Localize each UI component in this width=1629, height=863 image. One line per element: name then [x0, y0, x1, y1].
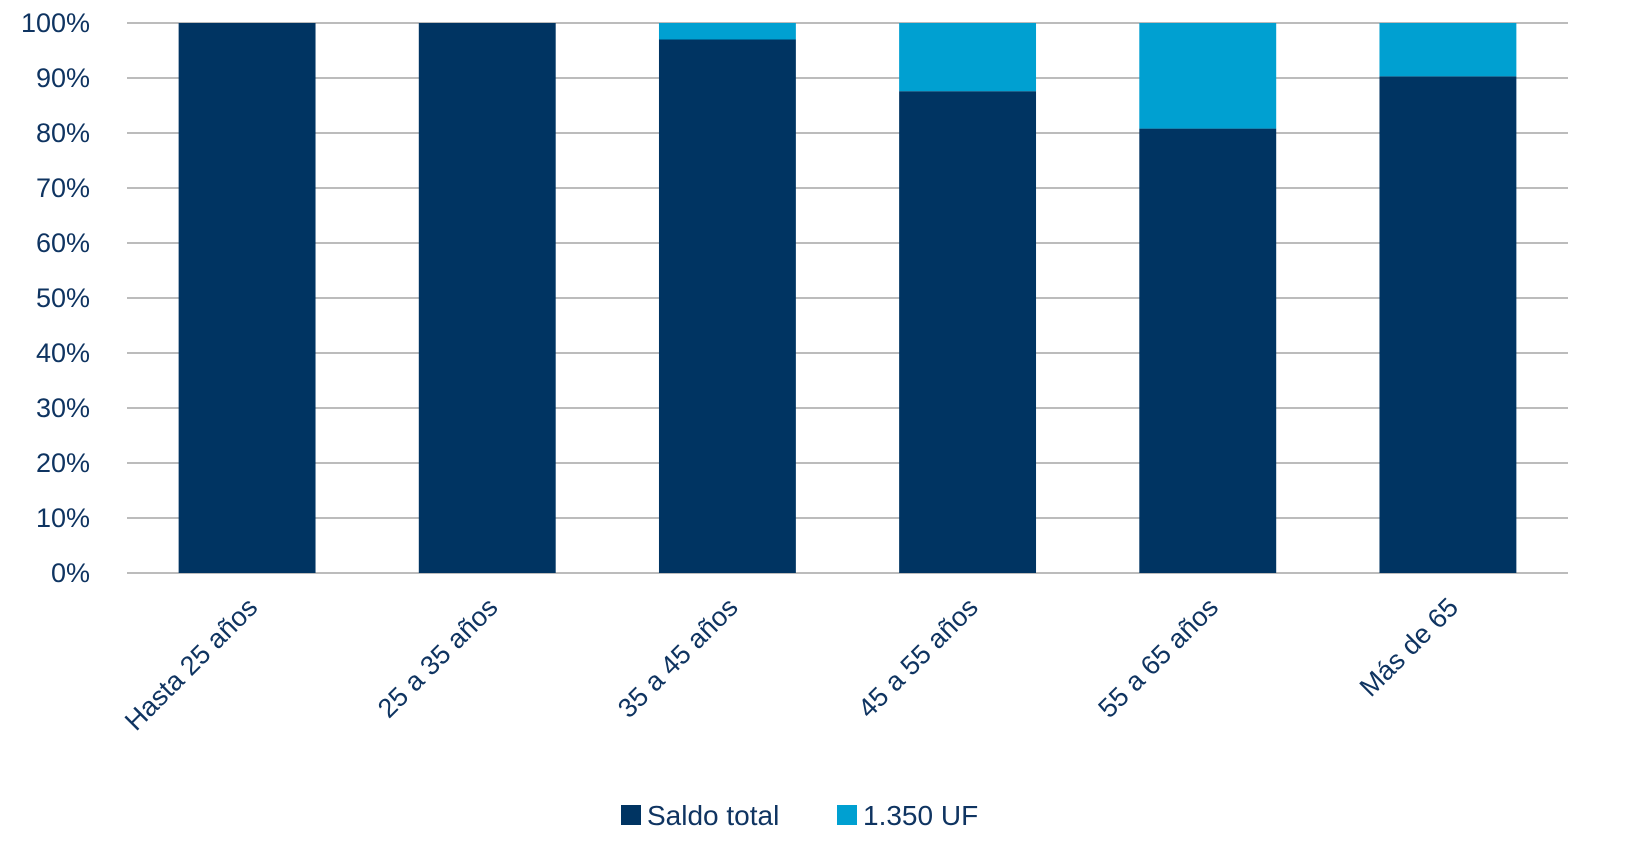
bar-segment-uf-1350 — [1139, 23, 1277, 129]
y-tick-label: 100% — [21, 8, 90, 38]
bars — [178, 23, 1517, 573]
legend-label-saldo-total: Saldo total — [647, 800, 779, 831]
y-tick-label: 50% — [36, 283, 90, 313]
y-tick-label: 60% — [36, 228, 90, 258]
legend: Saldo total 1.350 UF — [621, 800, 978, 831]
y-tick-label: 30% — [36, 393, 90, 423]
y-tick-label: 90% — [36, 63, 90, 93]
x-category-label: Más de 65 — [1354, 592, 1464, 702]
x-category-label: 55 a 65 años — [1092, 592, 1224, 724]
bar-segment-uf-1350 — [658, 23, 796, 40]
bar-segment-saldo-total — [658, 39, 796, 573]
y-tick-label: 20% — [36, 448, 90, 478]
bar-segment-saldo-total — [418, 23, 556, 573]
x-category-label: 45 a 55 años — [852, 592, 984, 724]
bar-segment-saldo-total — [899, 91, 1037, 573]
bar-segment-saldo-total — [178, 23, 316, 573]
y-tick-label: 80% — [36, 118, 90, 148]
legend-swatch-saldo-total — [621, 805, 641, 825]
y-axis-ticks: 0% 10% 20% 30% 40% 50% 60% 70% 80% 90% 100% — [21, 8, 90, 588]
x-axis-labels: Hasta 25 años 25 a 35 años 35 a 45 años 45 … — [119, 592, 1464, 736]
bar-segment-uf-1350 — [1379, 23, 1517, 77]
bar-segment-uf-1350 — [899, 23, 1037, 92]
legend-label-uf-1350: 1.350 UF — [863, 800, 978, 831]
grid-lines — [127, 22, 1568, 574]
bar-segment-saldo-total — [1139, 128, 1277, 573]
y-tick-label: 0% — [51, 558, 90, 588]
legend-swatch-uf-1350 — [837, 805, 857, 825]
x-category-label: 35 a 45 años — [612, 592, 744, 724]
y-tick-label: 10% — [36, 503, 90, 533]
bar-segment-saldo-total — [1379, 76, 1517, 573]
x-category-label: 25 a 35 años — [372, 592, 504, 724]
x-category-label: Hasta 25 años — [119, 592, 263, 736]
y-tick-label: 40% — [36, 338, 90, 368]
y-tick-label: 70% — [36, 173, 90, 203]
